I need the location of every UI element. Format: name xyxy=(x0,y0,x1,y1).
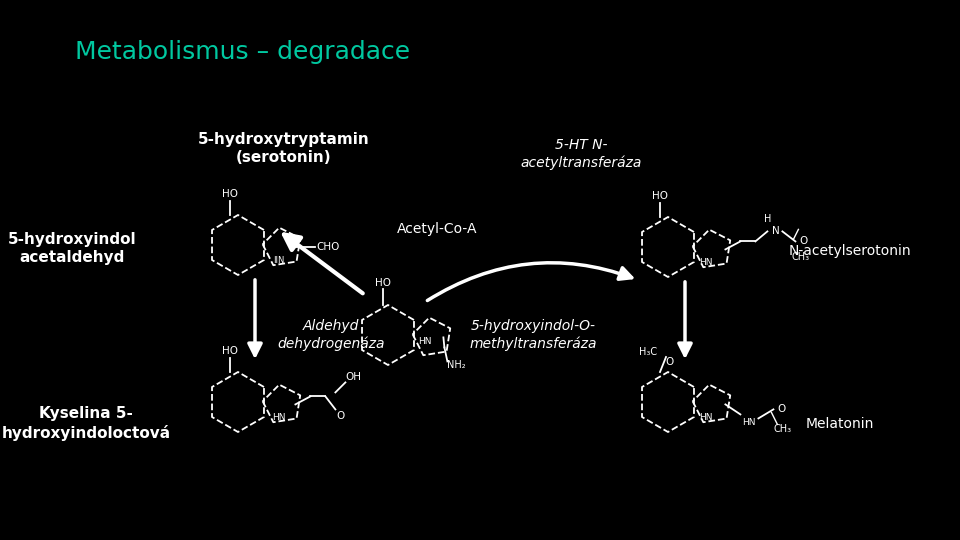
Text: CH₃: CH₃ xyxy=(791,252,809,262)
Text: Melatonin: Melatonin xyxy=(805,417,875,431)
Text: HO: HO xyxy=(652,191,668,201)
Text: O: O xyxy=(778,404,785,414)
Text: HN: HN xyxy=(699,413,712,422)
Text: HO: HO xyxy=(222,189,238,199)
Text: 5-hydroxyindol
acetaldehyd: 5-hydroxyindol acetaldehyd xyxy=(8,232,136,265)
Text: OH: OH xyxy=(346,373,361,382)
Text: HO: HO xyxy=(375,278,391,288)
Text: H: H xyxy=(764,214,771,225)
Text: 5-HT N-
acetyltransferáza: 5-HT N- acetyltransferáza xyxy=(520,138,641,170)
Text: 5-hydroxyindol-O-
methyltransferáza: 5-hydroxyindol-O- methyltransferáza xyxy=(469,319,596,351)
Text: HN: HN xyxy=(699,258,712,267)
Text: O: O xyxy=(336,411,345,421)
Text: CHO: CHO xyxy=(317,242,340,252)
Text: N-acetylserotonin: N-acetylserotonin xyxy=(788,244,911,258)
Text: O: O xyxy=(666,357,674,367)
Text: N: N xyxy=(772,226,780,237)
Text: Acetyl-Co-A: Acetyl-Co-A xyxy=(396,222,477,237)
Text: HN: HN xyxy=(742,418,756,427)
Text: 5-hydroxytryptamin
(serotonin): 5-hydroxytryptamin (serotonin) xyxy=(198,132,369,165)
Text: Kyselina 5-
hydroxyindoloctová: Kyselina 5- hydroxyindoloctová xyxy=(2,407,171,441)
Text: IIN: IIN xyxy=(273,256,284,265)
Text: HN: HN xyxy=(418,337,431,346)
Text: Metabolismus – degradace: Metabolismus – degradace xyxy=(75,40,410,64)
Text: NH₂: NH₂ xyxy=(447,360,466,370)
Text: HO: HO xyxy=(222,346,238,356)
Text: CH₃: CH₃ xyxy=(774,424,791,434)
Text: Aldehyd
dehydrogenáza: Aldehyd dehydrogenáza xyxy=(277,319,385,351)
Text: HN: HN xyxy=(272,413,285,422)
Text: O: O xyxy=(800,237,807,246)
Text: H₃C: H₃C xyxy=(639,347,657,357)
